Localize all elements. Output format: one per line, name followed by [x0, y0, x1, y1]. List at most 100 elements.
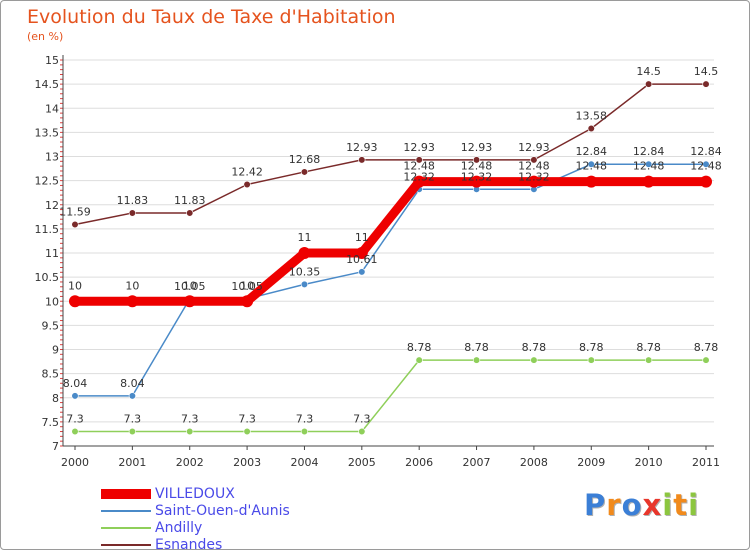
axes: 7 7.5 8 8.5 9 9.5 10 10.5 11 11.5 12 12.5 13 13.5 14 14…: [35, 54, 721, 469]
x-tick-label: 2008: [520, 456, 548, 469]
data-point: [300, 427, 309, 436]
data-label: 11.83: [174, 194, 206, 207]
data-label: 7.3: [238, 413, 256, 426]
proxiti-logo: Proxiti: [584, 488, 699, 522]
data-label: 8.78: [636, 341, 661, 354]
chart-title: Evolution du Taux de Taxe d'Habitation: [27, 6, 396, 28]
x-tick-label: 2010: [635, 456, 663, 469]
x-tick-label: 2006: [405, 456, 433, 469]
data-label: 8.78: [522, 341, 547, 354]
y-tick-label: 13: [45, 151, 59, 164]
logo-letter: t: [673, 488, 689, 522]
data-label: 12.32: [403, 170, 435, 183]
data-point: [470, 175, 483, 188]
logo-letter: P: [584, 488, 607, 522]
data-label: 10.35: [289, 265, 321, 278]
y-tick-label: 9: [52, 344, 59, 357]
data-point: [243, 180, 251, 189]
data-label: 12.93: [346, 141, 378, 154]
y-tick-label: 14: [45, 102, 59, 115]
data-label: 10.05: [174, 280, 206, 293]
data-point: [355, 247, 368, 259]
x-tick-label: 2000: [61, 456, 89, 469]
data-label: 12.84: [576, 145, 608, 158]
logo-letter: x: [642, 488, 663, 522]
grid-lines: [63, 59, 714, 447]
legend-swatch-saint-ouen-d-aunis: [101, 509, 151, 512]
legend-swatch-andilly: [101, 526, 151, 529]
x-tick-label: 2004: [290, 456, 318, 469]
data-point: [183, 295, 196, 308]
data-label: 14.5: [694, 65, 719, 78]
data-label: 8.04: [63, 377, 88, 390]
y-tick-label: 8: [52, 392, 59, 405]
y-tick-label: 11.5: [35, 223, 60, 236]
data-point: [645, 80, 653, 88]
x-tick-label: 2005: [348, 456, 376, 469]
y-tick-label: 7.5: [42, 416, 60, 429]
data-label: 8.78: [407, 341, 432, 354]
legend-item-villedoux: VILLEDOUX: [101, 485, 290, 502]
legend-item-saint-ouen-d-aunis: Saint-Ouen-d'Aunis: [101, 502, 290, 519]
data-point: [415, 356, 423, 364]
data-label: 12.48: [576, 160, 608, 173]
data-label: 14.5: [636, 65, 661, 78]
y-tick-label: 12: [45, 199, 59, 212]
data-point: [128, 392, 136, 400]
data-label: 7.3: [353, 413, 371, 426]
y-tick-label: 15: [45, 54, 59, 67]
data-label: 13.58: [576, 110, 608, 123]
data-point: [530, 156, 538, 164]
data-point: [186, 427, 194, 436]
logo-letter: o: [621, 488, 643, 522]
series-line: [74, 163, 707, 397]
data-point: [642, 175, 655, 188]
legend: VILLEDOUX Saint-Ouen-d'Aunis Andilly Esn…: [101, 485, 290, 549]
data-label: 12.84: [633, 145, 665, 158]
data-label: 12.48: [518, 160, 550, 173]
data-point: [645, 160, 653, 168]
legend-label-andilly: Andilly: [155, 519, 203, 536]
data-label: 12.32: [518, 170, 550, 183]
logo-letter: i: [688, 488, 700, 522]
data-point: [358, 156, 366, 164]
data-point: [128, 209, 136, 217]
data-label: 8.78: [579, 341, 604, 354]
data-point: [527, 175, 540, 188]
logo-letter: r: [606, 488, 622, 522]
data-point: [472, 156, 481, 164]
data-point: [300, 280, 309, 288]
y-tick-label: 12.5: [35, 175, 60, 188]
data-label: 10: [125, 279, 139, 292]
data-label: 12.32: [461, 170, 493, 183]
y-tick-label: 10.5: [35, 271, 60, 284]
series-lines: [69, 80, 712, 436]
data-label: 10.61: [346, 253, 378, 266]
data-point: [69, 295, 81, 308]
x-tick-label: 2007: [463, 456, 491, 469]
data-label: 8.78: [464, 341, 489, 354]
data-point: [71, 427, 79, 436]
data-label: 12.93: [403, 141, 435, 154]
data-label: 11: [355, 231, 369, 244]
data-label: 8.78: [694, 341, 719, 354]
y-tick-label: 9.5: [42, 319, 60, 332]
data-label: 12.42: [231, 165, 263, 178]
data-label: 12.93: [518, 141, 550, 154]
data-label: 12.48: [461, 160, 493, 173]
data-label: 12.84: [690, 145, 722, 158]
data-label: 7.3: [66, 413, 84, 426]
data-point: [587, 356, 595, 364]
y-tick-label: 7: [52, 440, 59, 453]
legend-label-villedoux: VILLEDOUX: [155, 485, 235, 502]
data-point: [71, 392, 79, 400]
series-line: [70, 177, 711, 306]
data-label: 8.04: [120, 377, 145, 390]
data-point: [587, 160, 595, 168]
logo-letter: i: [662, 488, 674, 522]
legend-swatch-villedoux: [101, 488, 151, 499]
series-line: [74, 83, 707, 226]
x-tick-label: 2009: [577, 456, 605, 469]
data-label: 11: [297, 231, 311, 244]
